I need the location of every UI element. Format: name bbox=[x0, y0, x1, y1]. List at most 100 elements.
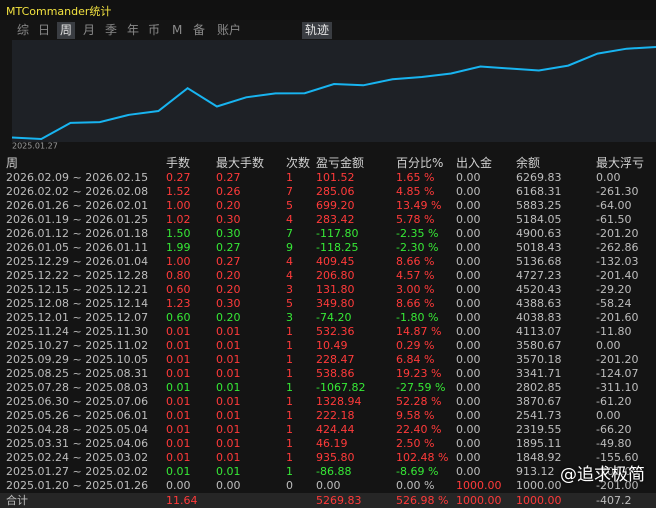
table-cell: 4520.43 bbox=[516, 283, 562, 296]
table-cell: -2.30 % bbox=[396, 241, 439, 254]
table-cell: 1 bbox=[286, 423, 293, 436]
table-cell: 2026.01.26 ~ 2026.02.01 bbox=[6, 199, 149, 212]
table-cell: 8.66 % bbox=[396, 297, 435, 310]
table-cell: 2541.73 bbox=[516, 409, 562, 422]
table-cell: 0.00 % bbox=[396, 479, 435, 492]
tab[interactable]: 周 bbox=[57, 22, 76, 39]
table-cell: -8.69 % bbox=[396, 465, 439, 478]
table-cell: 5184.05 bbox=[516, 213, 562, 226]
table-cell: 0.01 bbox=[216, 451, 241, 464]
tab[interactable]: 月 bbox=[83, 23, 96, 37]
table-cell: -311.10 bbox=[596, 381, 639, 394]
table-cell: -49.80 bbox=[596, 437, 632, 450]
table-cell: -201.40 bbox=[596, 269, 639, 282]
table-cell: 1 bbox=[286, 409, 293, 422]
table-cell: 0.01 bbox=[166, 381, 191, 394]
table-cell: 0.00 bbox=[316, 479, 341, 492]
table-cell: 3570.18 bbox=[516, 353, 562, 366]
total-cell: 11.64 bbox=[166, 494, 198, 507]
table-cell: 913.12 bbox=[516, 465, 555, 478]
tab[interactable]: 年 bbox=[127, 23, 140, 37]
table-cell: 2.50 % bbox=[396, 437, 435, 450]
table-cell: 6269.83 bbox=[516, 171, 562, 184]
table-cell: 1 bbox=[286, 451, 293, 464]
table-cell: 2025.12.01 ~ 2025.12.07 bbox=[6, 311, 149, 324]
table-cell: -201.20 bbox=[596, 227, 639, 240]
table-cell: 13.49 % bbox=[396, 199, 442, 212]
table-cell: -262.86 bbox=[596, 241, 639, 254]
table-cell: 5 bbox=[286, 297, 293, 310]
table-cell: 1.23 bbox=[166, 297, 191, 310]
table-cell: 2025.07.28 ~ 2025.08.03 bbox=[6, 381, 149, 394]
table-cell: -124.07 bbox=[596, 367, 639, 380]
table-cell: 0.00 bbox=[456, 199, 481, 212]
table-cell: 101.52 bbox=[316, 171, 355, 184]
table-cell: 1.99 bbox=[166, 241, 191, 254]
title-bar bbox=[0, 0, 656, 20]
table-cell: 0.00 bbox=[456, 241, 481, 254]
table-cell: 2026.02.09 ~ 2026.02.15 bbox=[6, 171, 149, 184]
table-cell: 102.48 % bbox=[396, 451, 449, 464]
table-cell: 7 bbox=[286, 185, 293, 198]
table-cell: 0.01 bbox=[166, 339, 191, 352]
total-cell: 1000.00 bbox=[516, 494, 562, 507]
table-cell: 0.27 bbox=[216, 171, 241, 184]
table-cell: 5.78 % bbox=[396, 213, 435, 226]
table-cell: 14.87 % bbox=[396, 325, 442, 338]
column-header: 周 bbox=[6, 156, 19, 170]
table-cell: 0 bbox=[286, 479, 293, 492]
tab[interactable]: 季 bbox=[105, 23, 118, 37]
tab[interactable]: 综 bbox=[17, 23, 30, 37]
table-cell: 1 bbox=[286, 437, 293, 450]
table-cell: 2025.10.27 ~ 2025.11.02 bbox=[6, 339, 149, 352]
table-cell: 0.27 bbox=[166, 171, 191, 184]
total-cell: 526.98 % bbox=[396, 494, 449, 507]
tab[interactable]: 日 bbox=[38, 23, 51, 37]
table-cell: 1 bbox=[286, 395, 293, 408]
column-header: 最大手数 bbox=[216, 156, 265, 170]
table-cell: 222.18 bbox=[316, 409, 355, 422]
table-cell: 0.00 bbox=[456, 269, 481, 282]
table-cell: 0.01 bbox=[216, 339, 241, 352]
table-cell: 0.01 bbox=[166, 395, 191, 408]
table-cell: 0.01 bbox=[216, 465, 241, 478]
table-cell: 206.80 bbox=[316, 269, 355, 282]
table-cell: -201.60 bbox=[596, 311, 639, 324]
table-cell: 0.01 bbox=[166, 423, 191, 436]
table-cell: -61.20 bbox=[596, 395, 632, 408]
table-cell: 2025.12.15 ~ 2025.12.21 bbox=[6, 283, 149, 296]
table-cell: 2026.02.02 ~ 2026.02.08 bbox=[6, 185, 149, 198]
table-cell: 0.01 bbox=[166, 353, 191, 366]
tab[interactable]: 轨迹 bbox=[302, 22, 333, 39]
table-cell: -11.80 bbox=[596, 325, 632, 338]
tab[interactable]: M bbox=[172, 23, 183, 37]
table-cell: 1.65 % bbox=[396, 171, 435, 184]
table-cell: 2025.12.08 ~ 2025.12.14 bbox=[6, 297, 149, 310]
table-cell: 4.85 % bbox=[396, 185, 435, 198]
table-cell: 0.01 bbox=[216, 423, 241, 436]
table-cell: 3341.71 bbox=[516, 367, 562, 380]
table-cell: -1.80 % bbox=[396, 311, 439, 324]
table-cell: 0.30 bbox=[216, 227, 241, 240]
table-cell: 0.01 bbox=[216, 409, 241, 422]
table-cell: 9 bbox=[286, 241, 293, 254]
column-header: 百分比% bbox=[396, 156, 444, 170]
table-cell: 2025.01.20 ~ 2025.01.26 bbox=[6, 479, 149, 492]
tab[interactable]: 币 bbox=[148, 23, 161, 37]
tab[interactable]: 账户 bbox=[217, 23, 242, 37]
table-cell: 3.00 % bbox=[396, 283, 435, 296]
table-cell: 2025.02.24 ~ 2025.03.02 bbox=[6, 451, 149, 464]
table-cell: 0.00 bbox=[456, 283, 481, 296]
table-cell: -117.80 bbox=[316, 227, 359, 240]
table-cell: 538.86 bbox=[316, 367, 355, 380]
tab[interactable]: 备 bbox=[193, 23, 206, 37]
table-cell: 1 bbox=[286, 367, 293, 380]
table-cell: 0.00 bbox=[456, 437, 481, 450]
table-cell: 2025.08.25 ~ 2025.08.31 bbox=[6, 367, 149, 380]
table-cell: 0.01 bbox=[216, 381, 241, 394]
table-cell: 285.06 bbox=[316, 185, 355, 198]
total-cell: 5269.83 bbox=[316, 494, 362, 507]
table-cell: 0.00 bbox=[596, 339, 621, 352]
table-cell: 46.19 bbox=[316, 437, 348, 450]
